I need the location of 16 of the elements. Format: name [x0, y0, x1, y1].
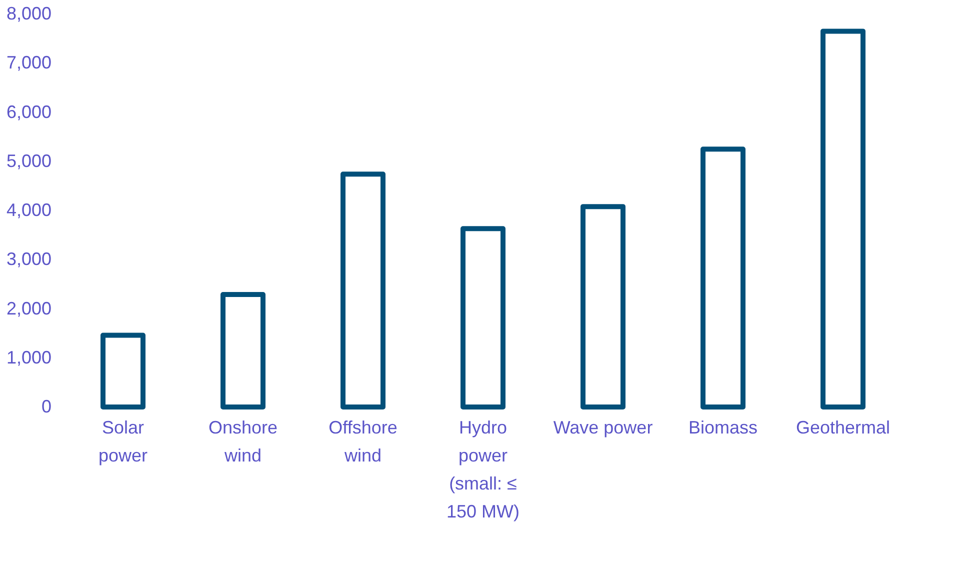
y-tick-label: 3,000 — [6, 249, 52, 270]
y-tick-label: 6,000 — [6, 102, 52, 122]
y-tick-label: 2,000 — [6, 298, 52, 318]
y-tick-label: 4,000 — [6, 200, 52, 220]
x-tick-label: Geothermal — [796, 418, 890, 438]
y-tick-label: 8,000 — [6, 4, 52, 24]
x-tick-label: Wave power — [553, 418, 653, 438]
x-tick-label: Hydro power (small: ≤ 150 MW) — [446, 418, 520, 522]
x-tick-label: Biomass — [688, 418, 758, 438]
x-tick-label: Onshore wind — [208, 418, 278, 466]
y-tick-label: 1,000 — [6, 347, 52, 368]
y-tick-label: 5,000 — [6, 150, 52, 171]
y-tick-label: 7,000 — [6, 52, 52, 73]
x-tick-label: Offshore wind — [328, 418, 398, 466]
y-tick-label: 0 — [41, 396, 52, 416]
x-tick-label: Solar power — [98, 418, 148, 466]
